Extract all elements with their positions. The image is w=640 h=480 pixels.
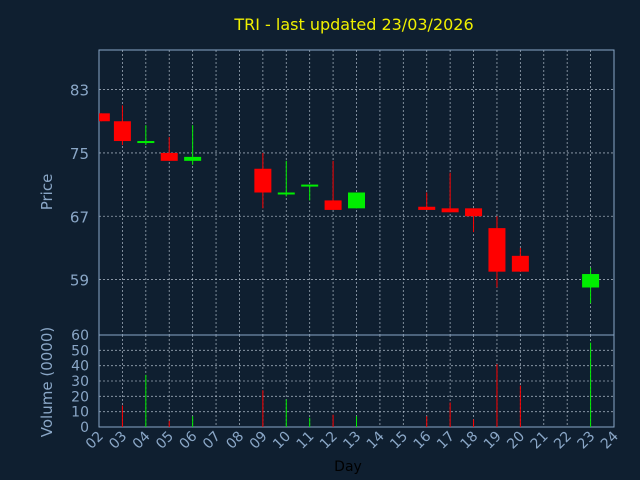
- x-tick-label: 21: [528, 429, 552, 453]
- volume-tick-label: 20: [71, 389, 89, 405]
- x-tick-label: 09: [247, 429, 271, 453]
- x-ticks: 02 03 04 05 06 07 08 09 10 11 12 13 14 15 16 17 18 19 20 21…: [83, 428, 622, 452]
- x-tick-label: 23: [574, 429, 598, 453]
- x-tick-label: 04: [130, 428, 154, 452]
- candle-body: [184, 156, 202, 161]
- volume-tick-label: 0: [80, 420, 89, 436]
- candles: [99, 105, 600, 304]
- x-tick-label: 07: [200, 429, 224, 453]
- x-tick-label: 24: [598, 428, 622, 452]
- x-axis-label: Day: [334, 459, 362, 475]
- volume-axis-label: Volume (0000): [38, 327, 56, 437]
- candle-body: [441, 208, 459, 213]
- x-tick-label: 20: [504, 429, 528, 453]
- x-tick-label: 08: [223, 429, 247, 453]
- candle-body: [418, 206, 436, 210]
- x-tick-label: 19: [481, 429, 505, 453]
- candle-body: [301, 184, 319, 187]
- price-tick-label: 67: [70, 208, 89, 226]
- volume-tick-label: 40: [71, 359, 89, 375]
- x-tick-label: 13: [340, 429, 364, 453]
- price-tick-label: 59: [70, 272, 89, 290]
- x-tick-label: 03: [106, 429, 130, 453]
- candle-body: [488, 228, 506, 272]
- x-tick-label: 06: [177, 428, 201, 452]
- price-tick-label: 75: [70, 145, 89, 163]
- volume-tick-label: 50: [71, 343, 89, 359]
- candle-body: [160, 152, 178, 161]
- candle-body: [465, 208, 483, 217]
- x-tick-label: 17: [434, 429, 458, 453]
- candle-body: [324, 200, 342, 210]
- x-tick-label: 05: [153, 429, 177, 453]
- x-tick-label: 15: [387, 429, 411, 453]
- volume-tick-label: 30: [71, 374, 89, 390]
- candle-body: [113, 121, 131, 142]
- price-axis-label: Price: [38, 174, 56, 211]
- volume-tick-label: 60: [71, 328, 89, 344]
- x-tick-label: 22: [551, 429, 575, 453]
- x-tick-label: 11: [294, 429, 318, 453]
- x-tick-label: 10: [270, 429, 294, 453]
- candle-body: [582, 274, 600, 288]
- candle-body: [137, 141, 155, 144]
- price-tick-label: 83: [70, 82, 89, 100]
- candle-body: [254, 168, 272, 193]
- price-y-ticks: 59 67 75 83: [70, 82, 89, 290]
- volume-grid: [99, 335, 614, 427]
- candle-body: [277, 192, 295, 195]
- x-tick-label: 12: [317, 429, 341, 453]
- x-tick-label: 16: [411, 428, 435, 452]
- chart-title: TRI - last updated 23/03/2026: [233, 15, 473, 34]
- candle-body: [348, 192, 365, 209]
- candle-body: [511, 255, 529, 272]
- volume-tick-label: 10: [71, 405, 89, 421]
- volume-bars: [121, 342, 592, 427]
- x-tick-label: 14: [364, 428, 388, 452]
- candle-body: [99, 113, 110, 122]
- x-tick-label: 18: [457, 429, 481, 453]
